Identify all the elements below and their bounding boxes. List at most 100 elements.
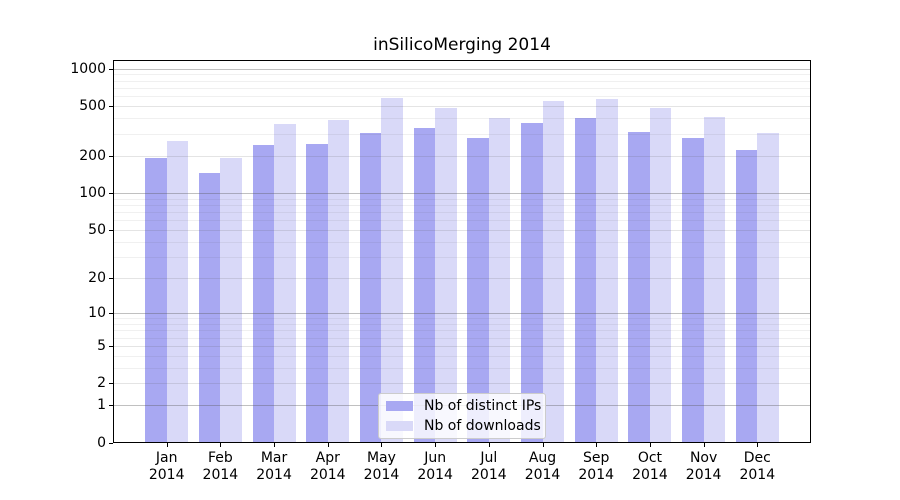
bar-downloads-aug: [542, 101, 565, 443]
y-tick-label-1000: 1000: [70, 60, 106, 77]
gridline-5: [113, 345, 811, 347]
gridline-minor-80: [113, 204, 811, 206]
gridline-50: [113, 229, 811, 231]
gridline-minor-400: [113, 118, 811, 120]
gridline-minor-70: [113, 212, 811, 214]
x-tick-label-nov: Nov 2014: [672, 450, 736, 484]
x-tick-label-jun: Jun 2014: [403, 450, 467, 484]
legend: Nb of distinct IPs Nb of downloads: [378, 393, 546, 439]
gridline-minor-30: [113, 256, 811, 258]
gridline-minor-90: [113, 198, 811, 200]
bar-downloads-feb: [220, 158, 242, 443]
x-tick-oct: [649, 443, 651, 447]
chart-title: inSilicoMerging 2014: [373, 35, 551, 55]
y-tick-100: [109, 192, 113, 194]
bar-downloads-apr: [327, 119, 350, 443]
legend-label-distinct-ips: Nb of distinct IPs: [424, 398, 542, 414]
legend-label-downloads: Nb of downloads: [424, 418, 541, 434]
gridline-minor-900: [113, 74, 811, 76]
y-tick-0: [109, 443, 113, 444]
y-tick-1: [109, 405, 113, 407]
y-tick-label-500: 500: [79, 98, 106, 115]
x-tick-label-year: 2014: [417, 467, 453, 483]
legend-item-distinct-ips: Nb of distinct IPs: [386, 398, 545, 414]
y-tick-label-200: 200: [79, 147, 106, 164]
bar-downloads-dec: [757, 133, 779, 443]
y-tick-label-100: 100: [79, 184, 106, 201]
bar-distinct-ips-jul: [467, 138, 489, 443]
legend-swatch-downloads-icon: [386, 421, 413, 431]
x-tick-may: [381, 443, 383, 447]
x-tick-label-year: 2014: [363, 467, 400, 483]
x-tick-dec: [757, 443, 759, 447]
y-tick-1000: [109, 68, 113, 70]
gridline-2: [113, 383, 811, 385]
x-tick-label-year: 2014: [578, 467, 615, 483]
x-tick-label-month: Apr: [315, 450, 340, 466]
bar-distinct-ips-jan: [145, 158, 167, 443]
x-tick-label-jan: Jan 2014: [135, 450, 199, 484]
x-tick-label-year: 2014: [685, 467, 722, 483]
y-tick-500: [109, 106, 113, 108]
gridline-minor-800: [113, 80, 811, 82]
x-tick-label-year: 2014: [524, 467, 561, 483]
x-tick-label-oct: Oct 2014: [618, 450, 682, 484]
x-tick-label-month: Jul: [480, 450, 498, 466]
bar-downloads-oct: [649, 108, 672, 443]
bar-downloads-jun: [435, 108, 457, 443]
bar-downloads-mar: [274, 123, 296, 443]
x-tick-label-dec: Dec 2014: [725, 450, 789, 484]
y-tick-label-5: 5: [97, 337, 106, 354]
bar-downloads-sep: [596, 99, 618, 443]
x-tick-label-month: Dec: [743, 450, 771, 466]
bar-distinct-ips-may: [359, 132, 382, 443]
bar-distinct-ips-mar: [252, 144, 275, 443]
x-tick-label-month: Nov: [689, 450, 718, 466]
legend-item-downloads: Nb of downloads: [386, 418, 545, 434]
y-tick-label-2: 2: [97, 375, 106, 392]
gridline-20: [113, 278, 811, 280]
gridline-500: [113, 106, 811, 108]
gridline-major-10: [113, 313, 811, 315]
y-tick-2: [109, 383, 113, 385]
x-tick-apr: [327, 443, 329, 447]
x-tick-label-apr: Apr 2014: [296, 450, 360, 484]
bar-distinct-ips-nov: [682, 138, 704, 443]
gridline-minor-40: [113, 241, 811, 243]
y-tick-200: [109, 155, 113, 157]
x-tick-label-year: 2014: [256, 467, 292, 483]
y-tick-5: [109, 345, 113, 347]
gridline-minor-3: [113, 367, 811, 369]
bar-downloads-nov: [703, 117, 726, 443]
x-tick-label-year: 2014: [309, 467, 346, 483]
x-tick-mar: [274, 443, 276, 447]
x-tick-jul: [488, 443, 490, 447]
gridline-major-100: [113, 192, 811, 194]
bar-downloads-jan: [166, 141, 189, 443]
bar-distinct-ips-feb: [198, 173, 221, 443]
legend-swatch-distinct-ips-icon: [386, 401, 413, 411]
bar-distinct-ips-sep: [574, 117, 597, 443]
gridline-minor-8: [113, 323, 811, 325]
gridline-major-1000: [113, 68, 811, 70]
x-tick-label-sep: Sep 2014: [564, 450, 628, 484]
x-tick-label-year: 2014: [202, 467, 239, 483]
x-tick-label-month: Feb: [207, 450, 233, 466]
gridline-minor-4: [113, 355, 811, 357]
x-tick-label-month: Aug: [528, 450, 557, 466]
y-tick-10: [109, 313, 113, 315]
bar-distinct-ips-jun: [413, 127, 436, 443]
bar-downloads-may: [381, 98, 403, 443]
y-tick-50: [109, 229, 113, 231]
y-tick-label-0: 0: [97, 435, 106, 451]
x-tick-label-month: Mar: [260, 450, 288, 466]
x-tick-jun: [435, 443, 437, 447]
bar-distinct-ips-oct: [628, 131, 650, 443]
y-tick-label-50: 50: [88, 221, 106, 238]
bar-distinct-ips-apr: [306, 143, 328, 443]
x-tick-label-month: Sep: [583, 450, 610, 466]
x-tick-label-jul: Jul 2014: [457, 450, 521, 484]
x-tick-label-year: 2014: [148, 467, 185, 483]
bar-downloads-jul: [488, 117, 511, 443]
